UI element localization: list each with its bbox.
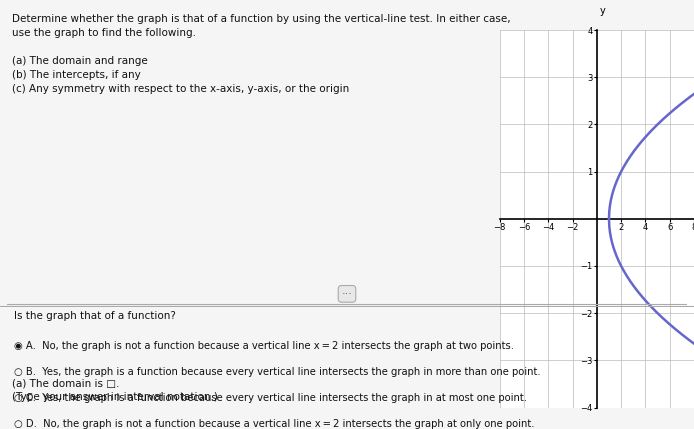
Text: ···: ··· <box>341 289 353 299</box>
Text: y: y <box>599 6 605 16</box>
Text: ○ D.  No, the graph is not a function because a vertical line x = 2 intersects t: ○ D. No, the graph is not a function bec… <box>14 419 534 429</box>
Text: ◉ A.  No, the graph is not a function because a vertical line x = 2 intersects t: ◉ A. No, the graph is not a function bec… <box>14 341 514 351</box>
Text: ○ C.  Yes, the graph is a function because every vertical line intersects the gr: ○ C. Yes, the graph is a function becaus… <box>14 393 527 403</box>
Text: Determine whether the graph is that of a function by using the vertical-line tes: Determine whether the graph is that of a… <box>12 15 511 94</box>
Text: (a) The domain is □.
(Type your answer in interval notation.): (a) The domain is □. (Type your answer i… <box>12 378 218 402</box>
Text: ○ B.  Yes, the graph is a function because every vertical line intersects the gr: ○ B. Yes, the graph is a function becaus… <box>14 367 541 377</box>
Text: Is the graph that of a function?: Is the graph that of a function? <box>14 311 176 320</box>
